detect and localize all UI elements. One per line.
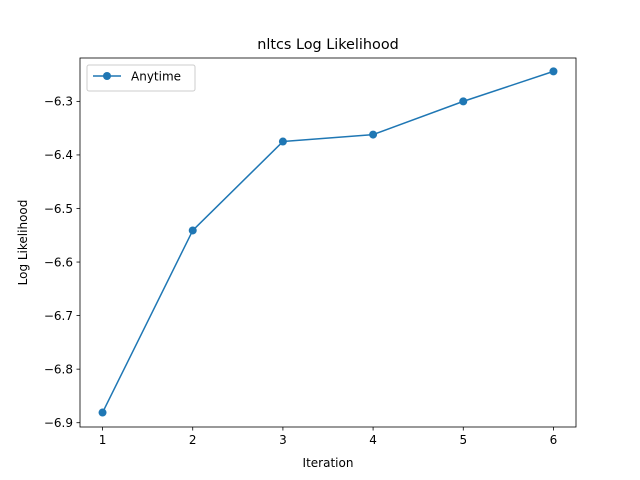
data-point bbox=[549, 67, 558, 76]
legend-marker bbox=[103, 72, 111, 80]
x-tick-label: 2 bbox=[189, 433, 197, 447]
x-tick-label: 1 bbox=[99, 433, 107, 447]
data-point bbox=[98, 408, 107, 417]
data-point bbox=[459, 97, 468, 106]
x-axis: 1 2 3 4 5 6 bbox=[99, 427, 558, 447]
x-tick-label: 3 bbox=[279, 433, 287, 447]
x-tick-label: 4 bbox=[369, 433, 377, 447]
y-tick-label: −6.3 bbox=[44, 95, 73, 109]
legend: Anytime bbox=[86, 64, 196, 92]
y-tick-label: −6.4 bbox=[44, 148, 73, 162]
axes-frame bbox=[79, 57, 577, 428]
y-tick-label: −6.9 bbox=[44, 416, 73, 430]
data-point bbox=[369, 130, 378, 139]
x-tick-label: 6 bbox=[550, 433, 558, 447]
series-line-0 bbox=[101, 70, 554, 413]
y-tick-label: −6.8 bbox=[44, 362, 73, 376]
y-tick-label: −6.7 bbox=[44, 309, 73, 323]
legend-label: Anytime bbox=[131, 70, 181, 84]
x-axis-label: Iteration bbox=[303, 456, 354, 470]
series-layer bbox=[98, 67, 558, 417]
data-point bbox=[278, 137, 287, 146]
y-tick-label: −6.5 bbox=[44, 202, 73, 216]
y-axis-label: Log Likelihood bbox=[16, 200, 30, 286]
legend-box bbox=[86, 64, 196, 92]
y-axis: −6.9 −6.8 −6.7 −6.6 −6.5 −6.4 −6.3 bbox=[44, 95, 80, 430]
data-point bbox=[188, 226, 197, 235]
y-tick-label: −6.6 bbox=[44, 255, 73, 269]
x-tick-label: 5 bbox=[459, 433, 467, 447]
chart-title: nltcs Log Likelihood bbox=[257, 37, 399, 53]
